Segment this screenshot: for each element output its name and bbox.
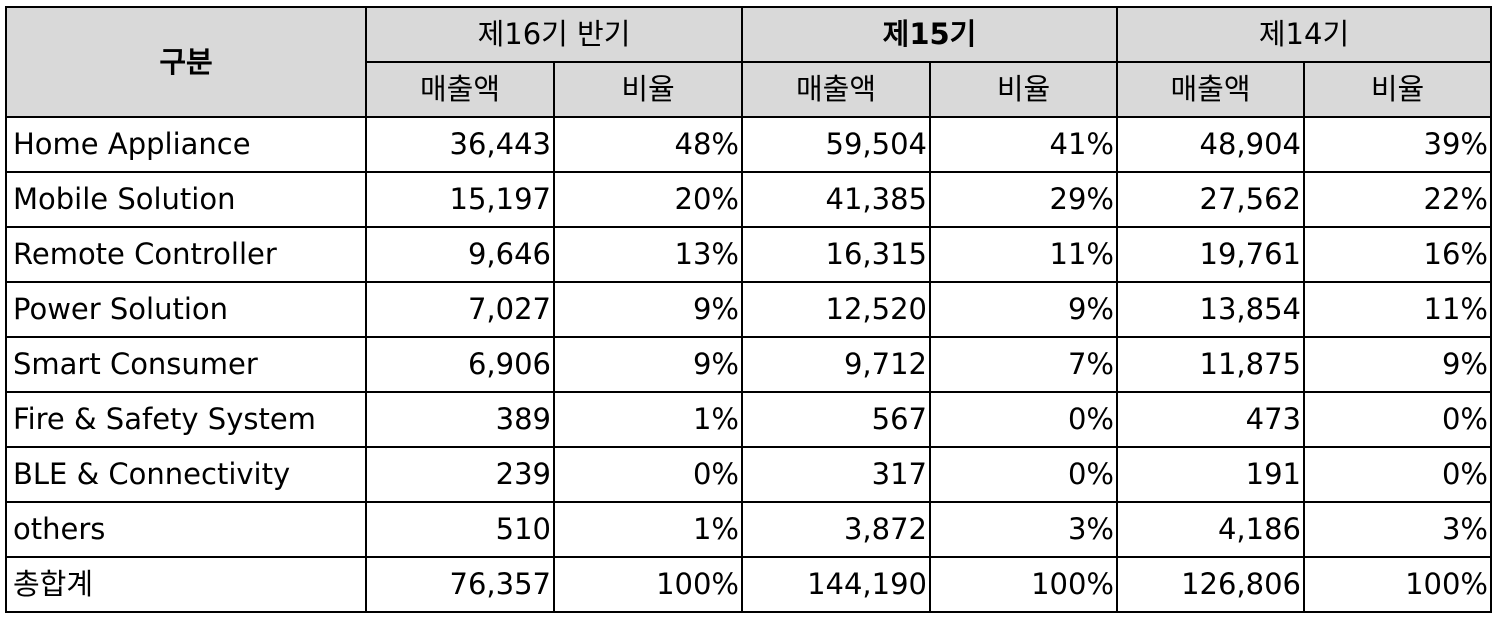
sales-cell: 7,027 — [365, 281, 555, 338]
ratio-cell: 0% — [553, 446, 743, 503]
ratio-cell: 9% — [1303, 336, 1492, 393]
ratio-cell: 100% — [929, 556, 1118, 613]
category-cell: Fire & Safety System — [5, 391, 367, 448]
ratio-cell: 0% — [1303, 391, 1492, 448]
ratio-cell: 29% — [929, 171, 1118, 228]
ratio-cell: 22% — [1303, 171, 1492, 228]
ratio-header: 비율 — [929, 61, 1118, 118]
ratio-cell: 0% — [929, 446, 1118, 503]
sales-cell: 473 — [1116, 391, 1305, 448]
ratio-cell: 13% — [553, 226, 743, 283]
category-cell: Smart Consumer — [5, 336, 367, 393]
sales-cell: 191 — [1116, 446, 1305, 503]
ratio-header: 비율 — [1303, 61, 1492, 118]
ratio-cell: 0% — [929, 391, 1118, 448]
category-cell: Power Solution — [5, 281, 367, 338]
sales-cell: 3,872 — [741, 501, 931, 558]
table-row: others 510 1% 3,872 3% 4,186 3% — [5, 501, 1492, 558]
sales-cell: 11,875 — [1116, 336, 1305, 393]
ratio-cell: 7% — [929, 336, 1118, 393]
ratio-cell: 3% — [929, 501, 1118, 558]
sales-cell: 389 — [365, 391, 555, 448]
ratio-cell: 1% — [553, 391, 743, 448]
period-header-14: 제14기 — [1116, 6, 1492, 63]
period-header-16: 제16기 반기 — [365, 6, 743, 63]
table-row: Smart Consumer 6,906 9% 9,712 7% 11,875 9% — [5, 336, 1492, 393]
ratio-cell: 11% — [929, 226, 1118, 283]
sales-cell: 510 — [365, 501, 555, 558]
sales-cell: 144,190 — [741, 556, 931, 613]
table-row: Fire & Safety System 389 1% 567 0% 473 0% — [5, 391, 1492, 448]
sales-cell: 9,646 — [365, 226, 555, 283]
ratio-cell: 9% — [553, 336, 743, 393]
sales-cell: 12,520 — [741, 281, 931, 338]
ratio-cell: 3% — [1303, 501, 1492, 558]
table-row: Home Appliance 36,443 48% 59,504 41% 48,904 39… — [5, 116, 1492, 173]
sales-cell: 4,186 — [1116, 501, 1305, 558]
table-row: Power Solution 7,027 9% 12,520 9% 13,854 11% — [5, 281, 1492, 338]
sales-cell: 19,761 — [1116, 226, 1305, 283]
sales-header: 매출액 — [741, 61, 931, 118]
ratio-cell: 9% — [553, 281, 743, 338]
category-header: 구분 — [5, 6, 367, 118]
ratio-cell: 41% — [929, 116, 1118, 173]
sales-cell: 567 — [741, 391, 931, 448]
sales-cell: 9,712 — [741, 336, 931, 393]
sales-table: 구분 제16기 반기 제15기 제14기 매출액 비율 매출액 비율 매출액 비… — [5, 6, 1492, 613]
sales-cell: 317 — [741, 446, 931, 503]
sales-cell: 48,904 — [1116, 116, 1305, 173]
sales-cell: 239 — [365, 446, 555, 503]
ratio-cell: 48% — [553, 116, 743, 173]
sales-cell: 6,906 — [365, 336, 555, 393]
ratio-header: 비율 — [553, 61, 743, 118]
total-row: 총합계 76,357 100% 144,190 100% 126,806 100% — [5, 556, 1492, 613]
category-cell: BLE & Connectivity — [5, 446, 367, 503]
ratio-cell: 20% — [553, 171, 743, 228]
category-cell: Mobile Solution — [5, 171, 367, 228]
sales-cell: 15,197 — [365, 171, 555, 228]
sales-header: 매출액 — [1116, 61, 1305, 118]
category-cell: 총합계 — [5, 556, 367, 613]
sales-header: 매출액 — [365, 61, 555, 118]
ratio-cell: 0% — [1303, 446, 1492, 503]
category-cell: Remote Controller — [5, 226, 367, 283]
sales-cell: 41,385 — [741, 171, 931, 228]
sales-cell: 27,562 — [1116, 171, 1305, 228]
sales-cell: 59,504 — [741, 116, 931, 173]
ratio-cell: 9% — [929, 281, 1118, 338]
sales-cell: 76,357 — [365, 556, 555, 613]
ratio-cell: 16% — [1303, 226, 1492, 283]
sales-cell: 13,854 — [1116, 281, 1305, 338]
sales-cell: 126,806 — [1116, 556, 1305, 613]
category-cell: others — [5, 501, 367, 558]
table-row: Remote Controller 9,646 13% 16,315 11% 19,761… — [5, 226, 1492, 283]
sales-cell: 36,443 — [365, 116, 555, 173]
category-cell: Home Appliance — [5, 116, 367, 173]
ratio-cell: 1% — [553, 501, 743, 558]
ratio-cell: 39% — [1303, 116, 1492, 173]
table-row: BLE & Connectivity 239 0% 317 0% 191 0% — [5, 446, 1492, 503]
ratio-cell: 11% — [1303, 281, 1492, 338]
ratio-cell: 100% — [1303, 556, 1492, 613]
sales-cell: 16,315 — [741, 226, 931, 283]
period-header-15: 제15기 — [741, 6, 1118, 63]
table-row: Mobile Solution 15,197 20% 41,385 29% 27,562 2… — [5, 171, 1492, 228]
ratio-cell: 100% — [553, 556, 743, 613]
